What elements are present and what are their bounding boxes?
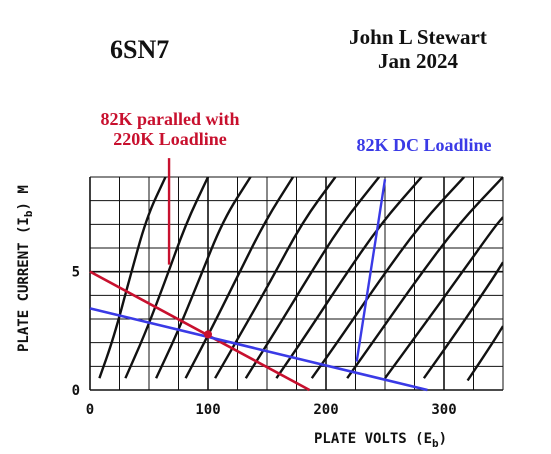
plate-curve — [466, 325, 503, 382]
y-tick-label: 0 — [72, 383, 80, 399]
x-tick-label: 100 — [195, 402, 220, 418]
parallel-loadline — [89, 270, 311, 392]
x-axis-label-sub: b — [432, 437, 439, 450]
chart-title: 6SN7 — [110, 35, 169, 64]
legend-parallel-line2: 220K Loadline — [113, 129, 227, 149]
plate-curve — [384, 216, 503, 379]
plate-curves — [98, 177, 503, 382]
plate-curve — [98, 177, 167, 379]
y-axis-label-main: PLATE CURRENT (I — [16, 217, 32, 352]
plate-curve — [184, 177, 295, 379]
loadlines — [89, 158, 428, 392]
plate-curve — [275, 177, 423, 379]
dc-label-pointer — [355, 179, 387, 362]
plate-curve — [214, 177, 337, 379]
x-axis-label: PLATE VOLTS (Eb) — [314, 431, 447, 450]
author-label: John L Stewart — [349, 25, 487, 49]
grid — [89, 176, 504, 391]
x-tick-label: 200 — [313, 402, 338, 418]
y-axis-label-sub: b — [22, 210, 35, 217]
plate-curve — [346, 177, 503, 379]
plate-curve — [124, 177, 210, 379]
x-axis-label-main: PLATE VOLTS (E — [314, 431, 432, 447]
y-tick-label: 5 — [72, 265, 80, 281]
y-axis-label: PLATE CURRENT (Ib) M — [16, 185, 35, 352]
operating-point-marker — [204, 330, 212, 339]
dc-loadline — [89, 307, 428, 392]
plate-curve — [155, 177, 252, 379]
x-axis-label-close: ) — [439, 431, 447, 447]
y-axis-label-close: ) M — [16, 185, 32, 210]
tick-labels: 0 100 200 300 0 5 — [72, 265, 457, 418]
x-tick-label: 0 — [86, 402, 94, 418]
plate-curve — [244, 177, 381, 379]
plate-curve — [310, 177, 465, 379]
plate-curve — [422, 261, 503, 379]
date-label: Jan 2024 — [378, 49, 458, 73]
legend-dc-loadline: 82K DC Loadline — [356, 135, 491, 155]
legend-parallel-line1: 82K paralled with — [100, 109, 239, 129]
x-tick-label: 300 — [431, 402, 456, 418]
